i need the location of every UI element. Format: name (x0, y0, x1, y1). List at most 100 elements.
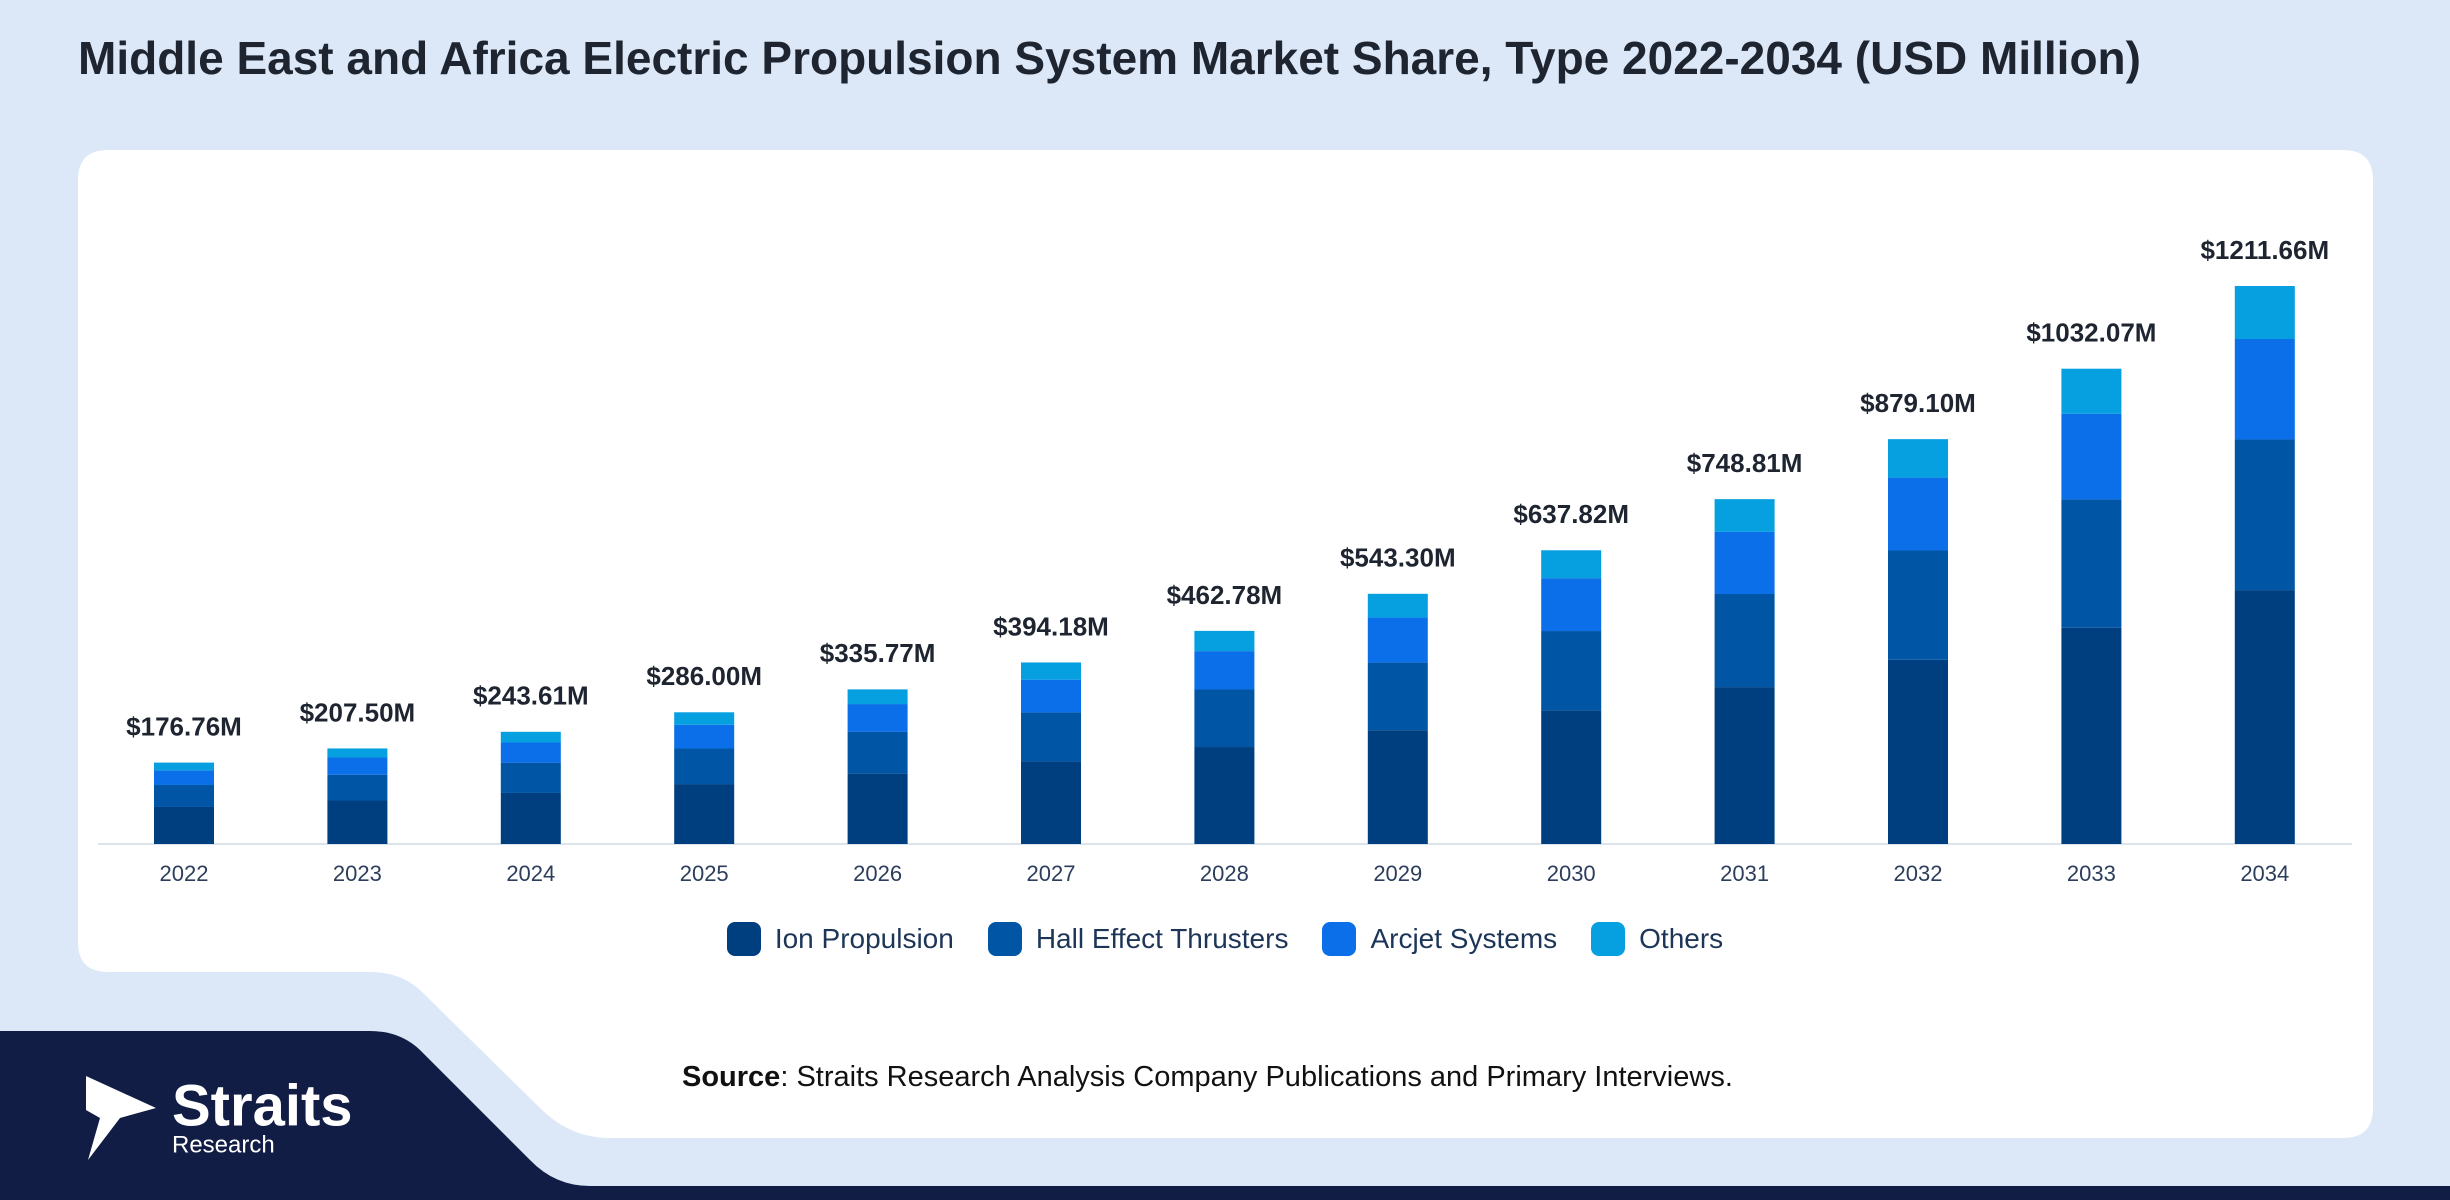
bar-segment (2061, 499, 2122, 628)
bar-segment (500, 742, 561, 763)
total-label: $879.10M (1860, 388, 1976, 418)
legend-swatch (1591, 922, 1626, 956)
bar-segment (2234, 439, 2295, 591)
x-tick-label: 2023 (333, 861, 382, 886)
bar-segment (154, 762, 214, 771)
total-label: $1211.66M (2200, 235, 2329, 265)
bar-segment (1021, 679, 1081, 713)
bar-segment (1021, 761, 1081, 844)
legend: Ion Propulsion Hall Effect Thrusters Arcje… (0, 922, 2450, 956)
logo-icon (86, 1076, 156, 1160)
bar-segment (154, 784, 214, 807)
total-label: $286.00M (646, 661, 762, 691)
bar-segment (1021, 662, 1081, 680)
bar-segment (1367, 662, 1428, 731)
bar-segment (500, 792, 561, 844)
total-label: $335.77M (820, 638, 936, 668)
bar-segment (1714, 593, 1775, 688)
bar-segment (1541, 631, 1602, 711)
legend-label: Others (1639, 923, 1724, 954)
legend-item: Ion Propulsion (726, 922, 954, 956)
bar-segment (2234, 339, 2295, 440)
bar-segment (1541, 578, 1602, 632)
bar-segment (327, 800, 388, 844)
x-tick-label: 2028 (1200, 861, 1249, 886)
bar-segment (1021, 712, 1081, 762)
bar-segment (1888, 439, 1948, 478)
bar-segment (1714, 499, 1775, 532)
bar-segment (674, 748, 735, 785)
x-tick-label: 2025 (680, 861, 729, 886)
bar-segment (154, 770, 214, 785)
legend-swatch (726, 922, 761, 956)
x-tick-label: 2032 (1894, 861, 1943, 886)
total-label: $394.18M (993, 611, 1109, 641)
source: Source: Straits Research Analysis Compan… (682, 1061, 1733, 1093)
bar-segment (1194, 747, 1255, 844)
bar-segment (500, 731, 561, 743)
bar-segment (1888, 659, 1948, 844)
total-label: $462.78M (1167, 580, 1283, 610)
bar-segment (2234, 286, 2295, 340)
bar-segment (847, 704, 908, 732)
bar-segment (674, 724, 735, 749)
total-label: $176.76M (126, 711, 242, 741)
legend-label: Hall Effect Thrusters (1035, 923, 1289, 954)
total-label: $207.50M (300, 697, 416, 727)
bar-segment (1367, 593, 1428, 618)
bar-segment (1714, 687, 1775, 844)
source-label: Source (682, 1061, 780, 1093)
total-label: $1032.07M (2026, 318, 2156, 348)
bar-segment (1194, 689, 1255, 748)
bar-segment (847, 689, 908, 705)
bar-segment (1541, 710, 1602, 844)
legend-label: Ion Propulsion (774, 923, 954, 954)
legend-swatch (987, 922, 1022, 956)
x-tick-label: 2022 (160, 861, 209, 886)
chart-title: Middle East and Africa Electric Propulsi… (78, 32, 2141, 84)
bar-segment (154, 806, 214, 844)
bar-segment (1367, 617, 1428, 663)
x-tick-label: 2030 (1547, 861, 1596, 886)
bar-segment (1541, 550, 1602, 579)
x-tick-label: 2024 (506, 861, 555, 886)
bar-segment (2234, 590, 2295, 844)
legend-item: Arcjet Systems (1322, 922, 1557, 956)
x-tick-label: 2031 (1720, 861, 1769, 886)
x-tick-label: 2027 (1027, 861, 1076, 886)
bar-segment (327, 748, 388, 758)
bar-segment (2061, 627, 2122, 844)
logo-sub: Research (172, 1131, 275, 1158)
total-label: $243.61M (473, 681, 589, 711)
bar-segment (1367, 730, 1428, 844)
legend-item: Hall Effect Thrusters (987, 922, 1289, 956)
bar-segment (327, 757, 388, 775)
bar-segment (1194, 630, 1255, 652)
legend-item: Others (1591, 922, 1723, 956)
legend-label: Arcjet Systems (1370, 923, 1558, 954)
bar-segment (674, 712, 735, 725)
total-label: $748.81M (1687, 448, 1803, 478)
x-tick-label: 2034 (2240, 861, 2289, 886)
bar-segment (2061, 368, 2122, 414)
bar-segment (327, 774, 388, 801)
bar-segment (1888, 550, 1948, 660)
bar-segment (1194, 651, 1255, 690)
bar-segment (1714, 531, 1775, 594)
bar-segment (674, 784, 735, 844)
source-text: : Straits Research Analysis Company Publ… (780, 1061, 1733, 1093)
bar-segment (500, 762, 561, 793)
bar-segment (2061, 413, 2122, 500)
footer-band (0, 1031, 2450, 1200)
bar-segment (1888, 477, 1948, 551)
bar-segment (847, 773, 908, 844)
x-tick-label: 2026 (853, 861, 902, 886)
x-tick-label: 2029 (1373, 861, 1422, 886)
bar-segment (847, 731, 908, 774)
legend-swatch (1322, 922, 1357, 956)
total-label: $543.30M (1340, 543, 1456, 573)
total-label: $637.82M (1513, 499, 1629, 529)
logo-name: Straits (172, 1073, 353, 1138)
